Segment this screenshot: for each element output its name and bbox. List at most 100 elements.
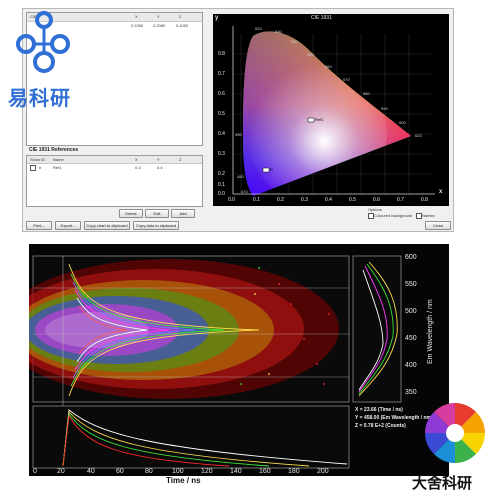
tres-plot-svg (29, 255, 402, 469)
y-axis-title: Em Wavelength / nm (427, 299, 434, 364)
export-button[interactable]: Export... (55, 221, 81, 230)
corner-label: CIE (30, 14, 37, 19)
cie-x-tick: 0.3 (301, 197, 308, 203)
wavelength-label: 520 (255, 26, 262, 31)
wavelength-label: 550 (307, 52, 314, 57)
x-tick: 0 (33, 468, 37, 475)
brand-name-bottom-right: 大舍科研 (412, 474, 473, 492)
molecule-logo-icon (16, 11, 70, 73)
cie-x-tick: 0.5 (349, 197, 356, 203)
wavelength-label: 480 (237, 174, 244, 179)
spectrum-curves (358, 261, 398, 397)
x-tick: 180 (288, 468, 300, 475)
x-tick: 80 (145, 468, 153, 475)
x-tick: 160 (259, 468, 271, 475)
cie-chart-panel[interactable]: y CIE 1931 x 0.8 0.7 0.6 0.5 0.4 0.3 0.2… (213, 14, 449, 206)
cie-x-tick: 0.8 (421, 197, 428, 203)
col-header-z: Z (179, 14, 182, 19)
table-row[interactable]: Ir Ref1 0.3 0.4 (27, 164, 202, 171)
cie-y-tick: 0.8 (218, 51, 225, 57)
x-tick: 60 (116, 468, 124, 475)
wavelength-label: 570 (343, 77, 350, 82)
cell-z: 0.1020 (176, 23, 189, 28)
cell-x: 0.1050 (131, 23, 144, 28)
x-tick: 140 (230, 468, 242, 475)
y-tick: 600 (405, 254, 417, 261)
x-tick: 120 (201, 468, 213, 475)
print-button[interactable]: Print... (26, 221, 52, 230)
wavelength-label: 600 (399, 120, 406, 125)
decay-panel-frame (32, 405, 350, 469)
ref1-marker-icon (307, 117, 315, 123)
cie-y-tick: 0.5 (218, 111, 225, 117)
x-tick: 100 (172, 468, 184, 475)
x-tick: 40 (87, 468, 95, 475)
wavelength-label: 560 (325, 64, 332, 69)
cie-x-tick: 0.4 (325, 197, 332, 203)
add-button[interactable]: Add (171, 209, 195, 218)
cie-y-tick: 0.0 (218, 191, 225, 197)
brand-logo-bottom-right: 大舍科研 (412, 398, 498, 498)
ref-col-x: X (135, 157, 138, 162)
copy-data-button[interactable]: Copy data to clipboard (133, 221, 179, 230)
sample-marker-label: R (270, 167, 273, 172)
coloured-background-label: Coloured background (374, 213, 413, 218)
brand-name-top-left: 易科研 (8, 86, 71, 110)
references-header-row: Show ID Name X Y Z (27, 156, 202, 164)
cie-y-tick: 0.7 (218, 71, 225, 77)
readout-z: Z = 0.78 E+2 (Counts) (355, 423, 406, 429)
ref-col-name: Name (53, 157, 64, 162)
coloured-background-checkbox[interactable] (368, 213, 374, 219)
readout-y: Y = 458.00 (Em Wavelength / nm) (355, 415, 433, 421)
y-tick: 500 (405, 308, 417, 315)
cie-x-tick: 0.6 (373, 197, 380, 203)
ref1-marker-label: Ref1 (315, 117, 324, 122)
table-header-row: CIE X Y Z (27, 13, 202, 22)
references-title: CIE 1931 References (29, 147, 79, 153)
ref-col-y: Y (157, 157, 160, 162)
y-tick: 350 (405, 389, 417, 396)
contour-lines (68, 263, 260, 397)
wavelength-label: 580 (363, 91, 370, 96)
brand-logo-top-left: 易科研 (4, 6, 84, 111)
cie-y-tick: 0.1 (218, 182, 225, 188)
readout-x: X = 23.66 (Time / ns) (355, 407, 403, 413)
ref-show-checkbox[interactable] (30, 165, 36, 171)
table-row[interactable]: 0.1050 0.2080 0.1020 (27, 22, 202, 29)
y-tick: 550 (405, 281, 417, 288)
options-label: Options (368, 207, 382, 212)
ref-col-id: ID (41, 157, 45, 162)
wavelength-label: 490 (235, 132, 242, 137)
pinwheel-logo-icon (425, 403, 485, 463)
cie-x-tick: 0.1 (253, 197, 260, 203)
ref-id: Ir (39, 165, 42, 170)
wavelength-label: 590 (381, 106, 388, 111)
edit-button[interactable]: Edit (145, 209, 169, 218)
ref-name: Ref1 (53, 165, 62, 170)
cie-chart-title: CIE 1931 (311, 15, 332, 21)
wavelength-label: 540 (291, 39, 298, 44)
references-table[interactable]: Show ID Name X Y Z Ir Ref1 0.3 0.4 (26, 155, 203, 207)
names-checkbox[interactable] (416, 213, 422, 219)
copy-chart-button[interactable]: Copy chart to clipboard (84, 221, 130, 230)
cie-y-tick: 0.6 (218, 91, 225, 97)
cie-x-axis-label: x (439, 189, 443, 195)
col-header-y: Y (157, 14, 160, 19)
ref-x: 0.3 (135, 165, 141, 170)
delete-button[interactable]: Delete (119, 209, 143, 218)
wavelength-label: 530 (275, 29, 282, 34)
sample-marker-icon (262, 167, 270, 173)
ref-y: 0.4 (157, 165, 163, 170)
wavelength-label: 620 (415, 133, 422, 138)
coordinates-table[interactable]: CIE X Y Z 0.1050 0.2080 0.1020 (26, 12, 203, 146)
cie-chart-svg (232, 26, 435, 196)
ref-col-z: Z (179, 157, 182, 162)
wavelength-label: 470 (241, 189, 248, 194)
cie-y-tick: 0.2 (218, 171, 225, 177)
cie-y-tick: 0.4 (218, 131, 225, 137)
names-label: Names (422, 213, 435, 218)
ref-col-show: Show (30, 157, 41, 162)
col-header-x: X (135, 14, 138, 19)
close-button[interactable]: Close (425, 221, 451, 230)
cie-x-tick: 0.2 (277, 197, 284, 203)
